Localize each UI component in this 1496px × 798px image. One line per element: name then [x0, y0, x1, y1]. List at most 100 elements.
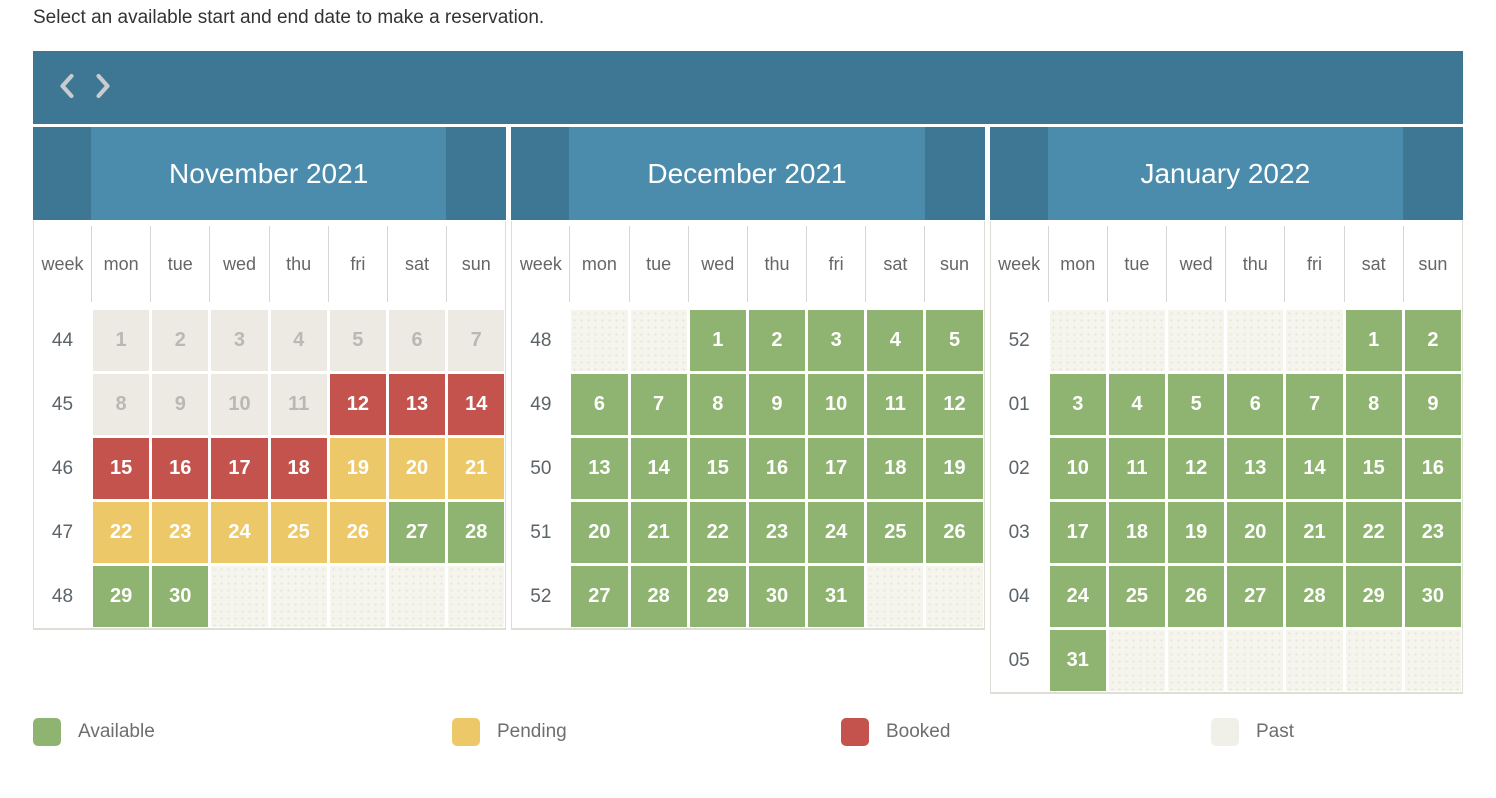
day-cell[interactable]: 28 — [1286, 566, 1343, 627]
week-number-cell: 44 — [35, 310, 90, 371]
day-cell[interactable]: 12 — [1168, 438, 1225, 499]
week-number-cell: 47 — [35, 502, 90, 563]
day-cell[interactable]: 25 — [1108, 566, 1166, 627]
day-cell: 25 — [270, 502, 327, 563]
day-cell[interactable]: 5 — [1168, 374, 1225, 435]
day-cell[interactable]: 30 — [748, 566, 806, 627]
day-cell[interactable]: 28 — [630, 566, 687, 627]
week-number-cell: 46 — [35, 438, 90, 499]
day-cell[interactable]: 31 — [1049, 630, 1106, 691]
day-cell[interactable]: 29 — [689, 566, 746, 627]
day-cell: 1 — [93, 310, 150, 371]
day-cell[interactable]: 18 — [867, 438, 924, 499]
weekday-header: thu — [1227, 221, 1286, 307]
weekday-header: fri — [329, 221, 389, 307]
day-cell[interactable]: 30 — [152, 566, 209, 627]
day-cell[interactable]: 24 — [808, 502, 865, 563]
legend-swatch-booked-icon — [841, 718, 869, 746]
weekday-header: mon — [1049, 221, 1109, 307]
day-cell[interactable]: 28 — [448, 502, 505, 563]
day-cell[interactable]: 11 — [1108, 438, 1166, 499]
day-cell[interactable]: 12 — [926, 374, 983, 435]
day-cell[interactable]: 13 — [1227, 438, 1284, 499]
day-cell — [867, 566, 924, 627]
day-cell — [571, 310, 628, 371]
day-cell: 13 — [388, 374, 446, 435]
day-cell[interactable]: 26 — [1168, 566, 1225, 627]
day-cell[interactable]: 23 — [748, 502, 806, 563]
day-cell[interactable]: 19 — [926, 438, 983, 499]
day-cell — [1345, 630, 1402, 691]
day-cell[interactable]: 30 — [1404, 566, 1461, 627]
day-cell[interactable]: 1 — [1345, 310, 1402, 371]
day-cell[interactable]: 22 — [689, 502, 746, 563]
day-cell[interactable]: 21 — [630, 502, 687, 563]
day-cell[interactable]: 8 — [1345, 374, 1402, 435]
prev-month-button[interactable] — [54, 73, 78, 103]
day-cell[interactable]: 26 — [926, 502, 983, 563]
day-cell[interactable]: 4 — [867, 310, 924, 371]
legend: Available Pending Booked Past — [33, 718, 1463, 746]
day-cell[interactable]: 16 — [748, 438, 806, 499]
day-cell[interactable]: 6 — [1227, 374, 1284, 435]
day-cell — [1404, 630, 1461, 691]
day-cell[interactable]: 24 — [1049, 566, 1106, 627]
day-cell[interactable]: 27 — [1227, 566, 1284, 627]
day-cell — [448, 566, 505, 627]
day-cell[interactable]: 14 — [1286, 438, 1343, 499]
instruction-text: Select an available start and end date t… — [33, 7, 545, 28]
day-cell[interactable]: 14 — [630, 438, 687, 499]
day-cell[interactable]: 21 — [1286, 502, 1343, 563]
day-cell[interactable]: 25 — [867, 502, 924, 563]
week-number-cell: 49 — [513, 374, 569, 435]
day-cell[interactable]: 3 — [1049, 374, 1106, 435]
week-number-cell: 52 — [991, 310, 1047, 371]
weekday-header: tue — [152, 221, 211, 307]
day-cell[interactable]: 15 — [689, 438, 746, 499]
day-cell[interactable]: 20 — [1227, 502, 1284, 563]
legend-item: Pending — [452, 718, 841, 746]
day-cell[interactable]: 3 — [808, 310, 865, 371]
day-cell[interactable]: 17 — [1049, 502, 1106, 563]
day-cell[interactable]: 1 — [689, 310, 746, 371]
weekday-header: wed — [1168, 221, 1227, 307]
legend-swatch-available-icon — [33, 718, 61, 746]
day-cell[interactable]: 27 — [571, 566, 628, 627]
day-cell[interactable]: 16 — [1404, 438, 1461, 499]
day-cell[interactable]: 11 — [867, 374, 924, 435]
day-cell[interactable]: 22 — [1345, 502, 1402, 563]
next-month-button[interactable] — [91, 73, 115, 103]
day-cell: 26 — [329, 502, 386, 563]
day-cell[interactable]: 8 — [689, 374, 746, 435]
day-cell[interactable]: 13 — [571, 438, 628, 499]
weekday-header: sat — [1345, 221, 1404, 307]
day-cell[interactable]: 29 — [1345, 566, 1402, 627]
day-cell[interactable]: 19 — [1168, 502, 1225, 563]
reservation-calendar: November 2021 week mon tue wed thu fri sat sun 44… — [33, 51, 1463, 694]
day-cell[interactable]: 7 — [630, 374, 687, 435]
day-cell[interactable]: 2 — [748, 310, 806, 371]
day-cell[interactable]: 17 — [808, 438, 865, 499]
day-cell[interactable]: 15 — [1345, 438, 1402, 499]
day-cell[interactable]: 31 — [808, 566, 865, 627]
day-cell[interactable]: 10 — [808, 374, 865, 435]
day-cell[interactable]: 2 — [1404, 310, 1461, 371]
day-cell[interactable]: 29 — [93, 566, 150, 627]
day-cell[interactable]: 9 — [1404, 374, 1461, 435]
day-cell[interactable]: 5 — [926, 310, 983, 371]
day-cell[interactable]: 23 — [1404, 502, 1461, 563]
day-cell: 7 — [448, 310, 505, 371]
month-grid: week mon tue wed thu fri sat sun 52 1 2 01 3 4 5 6 7 8 9 02… — [991, 221, 1461, 691]
day-cell — [211, 566, 268, 627]
calendar-toolbar — [33, 51, 1463, 124]
day-cell[interactable]: 27 — [388, 502, 446, 563]
day-cell[interactable]: 18 — [1108, 502, 1166, 563]
day-cell[interactable]: 9 — [748, 374, 806, 435]
day-cell[interactable]: 20 — [571, 502, 628, 563]
day-cell[interactable]: 7 — [1286, 374, 1343, 435]
day-cell: 21 — [448, 438, 505, 499]
day-cell[interactable]: 10 — [1049, 438, 1106, 499]
weekday-header: week — [35, 221, 92, 307]
day-cell[interactable]: 4 — [1108, 374, 1166, 435]
day-cell[interactable]: 6 — [571, 374, 628, 435]
